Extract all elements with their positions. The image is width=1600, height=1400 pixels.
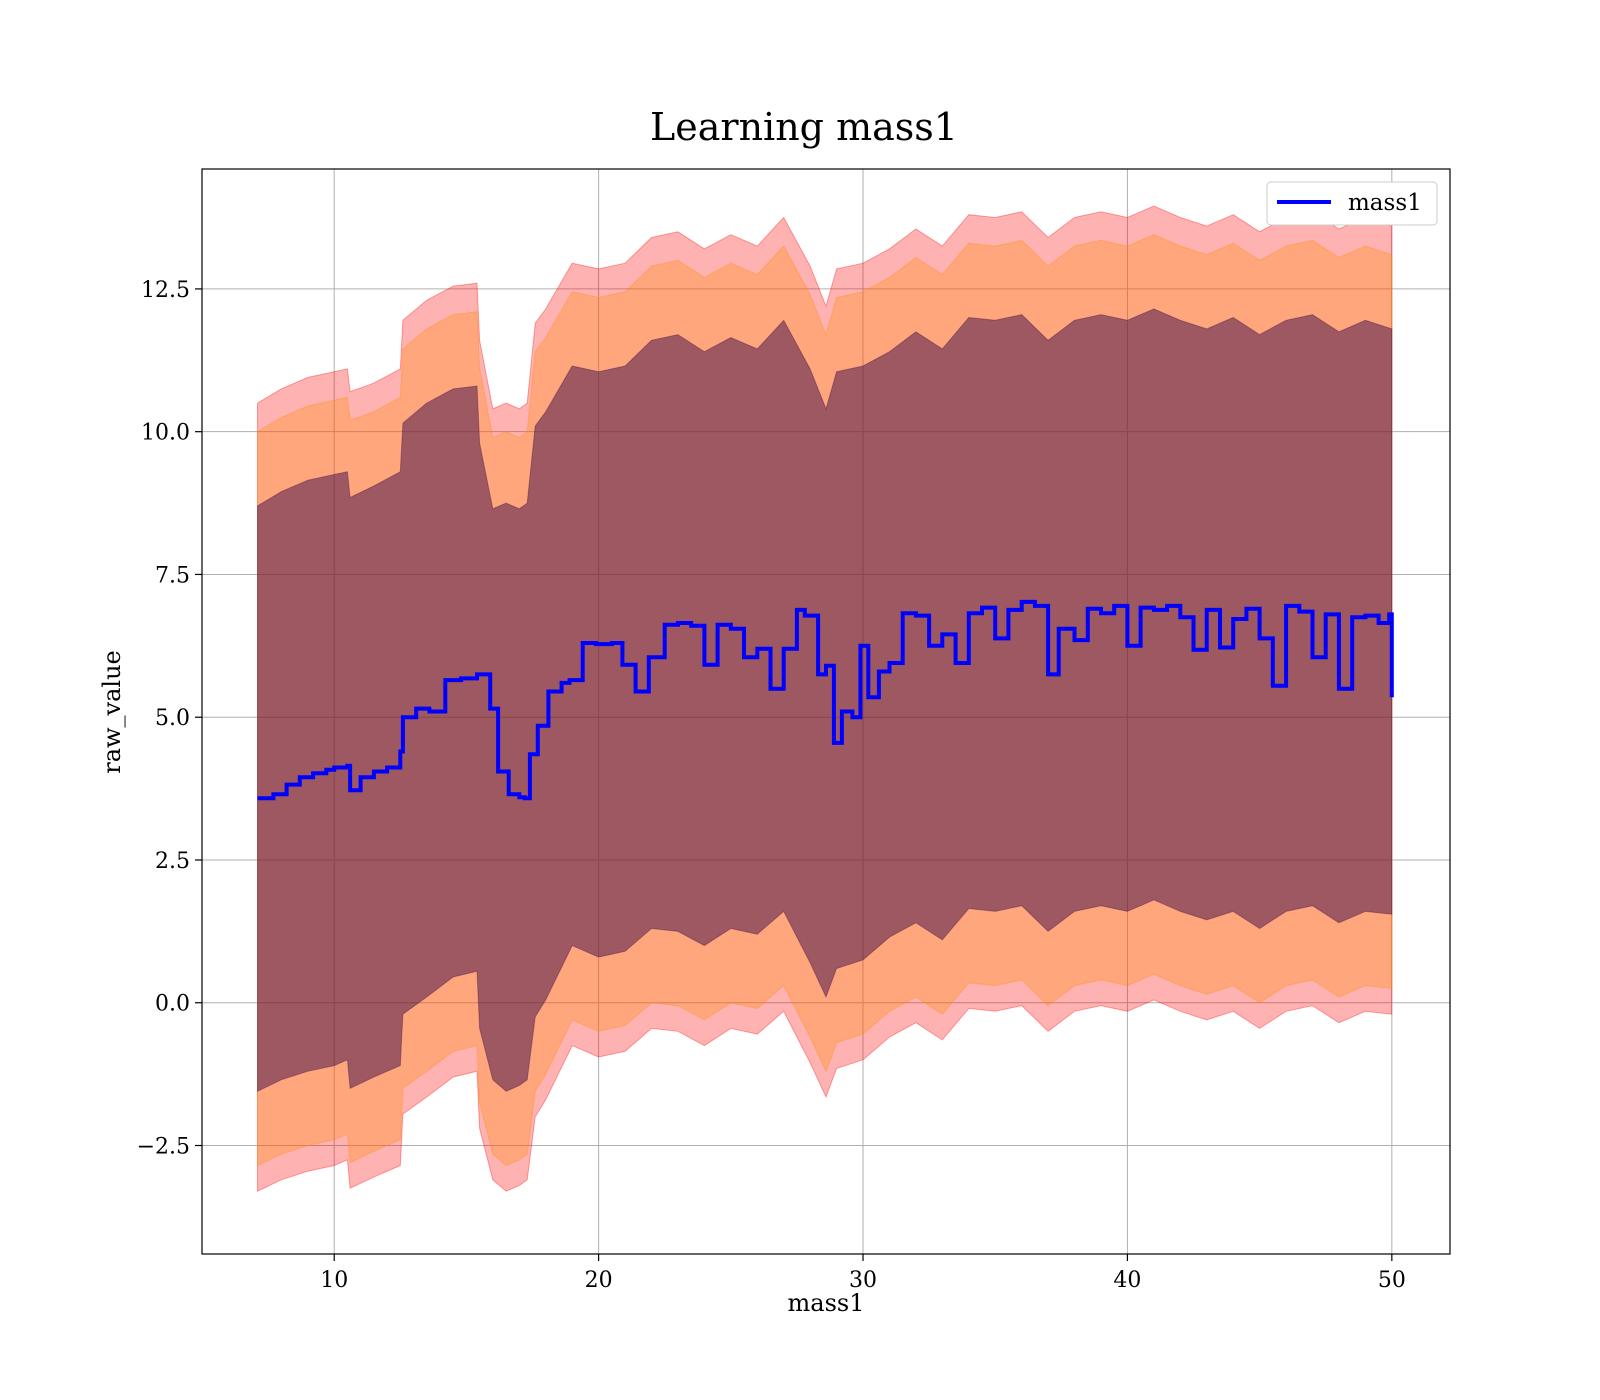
y-tick-label: −2.5 — [137, 1135, 190, 1160]
y-tick-label: 7.5 — [155, 563, 190, 588]
plot-frame — [201, 168, 1451, 1255]
axis-ticks: 10 20 30 40 50 −2.5 0.0 2.5 5.0 7.5 10.0 12.5 — [137, 278, 1406, 1293]
legend-label-mass1: mass1 — [1348, 190, 1422, 216]
series-lines — [257, 599, 1394, 801]
y-tick-label: 0.0 — [155, 992, 190, 1017]
y-tick-label: 5.0 — [155, 706, 190, 731]
y-tick-label: 10.0 — [141, 421, 190, 446]
chart-title: Learning mass1 — [650, 105, 958, 149]
x-tick-label: 50 — [1378, 1268, 1406, 1293]
legend-box — [1266, 181, 1438, 226]
y-tick-label: 2.5 — [155, 849, 190, 874]
series-line-mass1 — [257, 599, 1394, 801]
x-tick-label: 10 — [320, 1268, 348, 1293]
confidence-bands — [257, 205, 1393, 1192]
band-inner — [257, 308, 1393, 1093]
x-tick-label: 40 — [1113, 1268, 1141, 1293]
x-tick-label: 20 — [585, 1268, 613, 1293]
y-tick-label: 12.5 — [141, 278, 190, 303]
x-axis-label: mass1 — [788, 1289, 865, 1317]
legend: mass1 — [1266, 181, 1438, 226]
x-tick-label: 30 — [849, 1268, 877, 1293]
y-axis-label: raw_value — [98, 650, 126, 774]
